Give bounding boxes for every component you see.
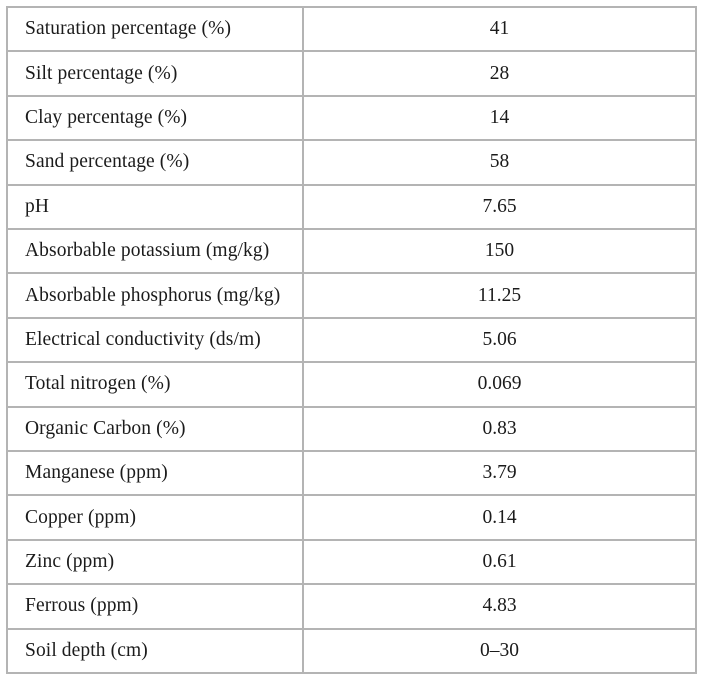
property-value-cell: 150: [484, 240, 515, 262]
property-value-cell: 0.069: [477, 373, 522, 395]
property-name-cell: Absorbable potassium (mg/kg): [8, 230, 304, 273]
table-row: Absorbable potassium (mg/kg) 150: [8, 230, 695, 275]
property-value-cell: 7.65: [482, 195, 517, 217]
table-row: Absorbable phosphorus (mg/kg) 11.25: [8, 274, 695, 319]
property-name-cell: Zinc (ppm): [8, 540, 304, 584]
property-value-cell: 41: [489, 18, 510, 40]
property-name-cell: Manganese (ppm): [8, 452, 304, 495]
property-value-cell: 0–30: [480, 639, 519, 661]
property-name-cell: pH: [8, 185, 304, 229]
property-value-cell: 5.06: [482, 329, 517, 351]
property-name-cell: Absorbable phosphorus (mg/kg): [8, 274, 304, 317]
table-row: Soil depth (cm) 0–30: [8, 629, 695, 673]
property-value-cell: 14: [489, 107, 510, 129]
property-value-cell: 11.25: [477, 284, 522, 306]
table-row: Copper (ppm) 0.14: [8, 496, 695, 541]
table-row: Electrical conductivity (ds/m) 5.06: [8, 318, 695, 364]
table-row: Saturation percentage (%) 41: [8, 8, 695, 53]
property-name-cell: Saturation percentage (%): [8, 8, 304, 51]
property-value-cell: 28: [489, 62, 510, 84]
property-name-cell: Electrical conductivity (ds/m): [8, 318, 304, 362]
table-row: Organic Carbon (%) 0.83: [8, 407, 695, 453]
table-row: pH 7.65: [8, 185, 695, 231]
property-value-cell: 4.83: [482, 595, 517, 617]
table-row: Silt percentage (%) 28: [8, 52, 695, 97]
property-name-cell: Clay percentage (%): [8, 96, 304, 140]
property-name-cell: Total nitrogen (%): [8, 363, 304, 406]
table-row: Sand percentage (%) 58: [8, 141, 695, 186]
table-row: Zinc (ppm) 0.61: [8, 540, 695, 586]
table-row: Clay percentage (%) 14: [8, 96, 695, 142]
property-name-cell: Copper (ppm): [8, 496, 304, 539]
table-row: Manganese (ppm) 3.79: [8, 452, 695, 497]
table-row: Ferrous (ppm) 4.83: [8, 585, 695, 630]
property-name-cell: Ferrous (ppm): [8, 585, 304, 628]
soil-properties-table: Saturation percentage (%) 41 Silt percen…: [6, 6, 697, 674]
property-name-cell: Soil depth (cm): [8, 629, 304, 673]
property-name-cell: Sand percentage (%): [8, 141, 304, 184]
property-name-cell: Silt percentage (%): [8, 52, 304, 95]
property-value-cell: 58: [489, 151, 510, 173]
property-value-cell: 0.83: [482, 417, 517, 439]
property-value-cell: 3.79: [482, 462, 517, 484]
table-row: Total nitrogen (%) 0.069: [8, 363, 695, 408]
property-value-cell: 0.61: [482, 551, 517, 573]
property-name-cell: Organic Carbon (%): [8, 407, 304, 451]
property-value-cell: 0.14: [482, 506, 517, 528]
